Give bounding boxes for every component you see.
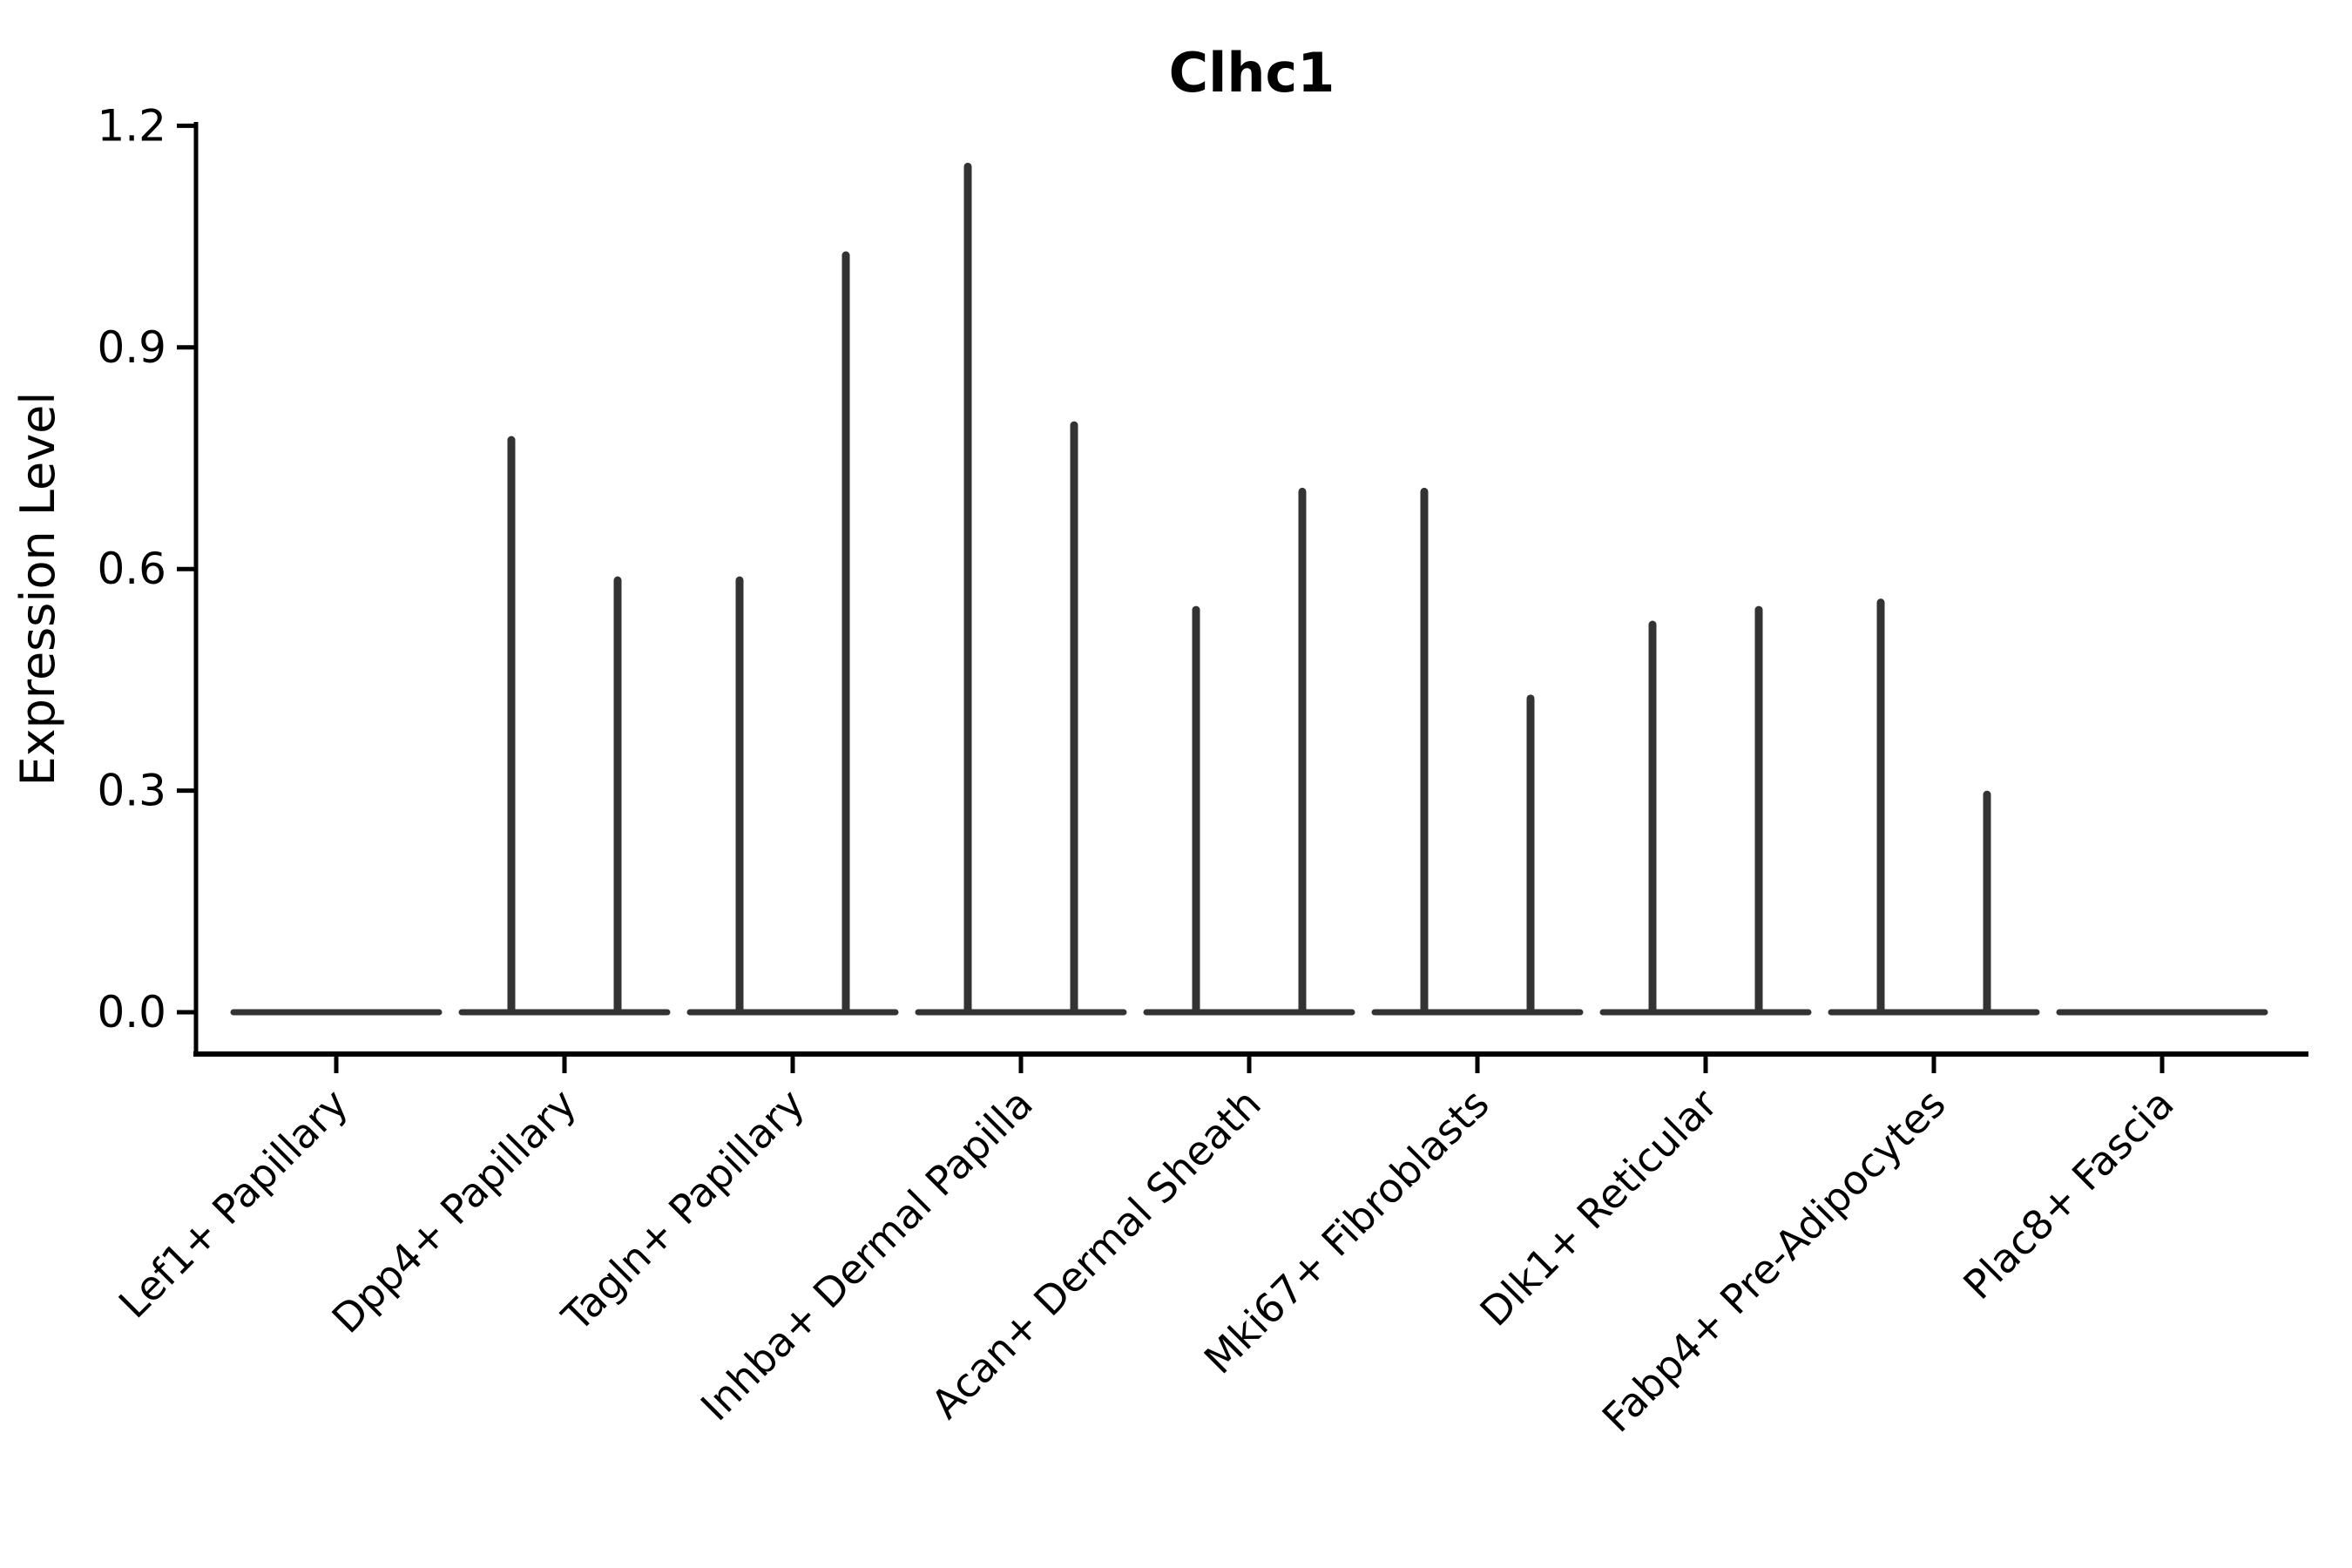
x-tick-label: Plac8+ Fascia: [1954, 1080, 2182, 1308]
y-tick-label: 1.2: [97, 100, 166, 151]
x-tick-label: Dpp4+ Papillary: [323, 1080, 585, 1342]
y-tick-label: 0.6: [97, 544, 166, 594]
y-axis-label: Expression Level: [10, 392, 65, 787]
x-tick-label: Lef1+ Papillary: [110, 1080, 357, 1328]
y-tick-label: 0.3: [97, 766, 166, 816]
chart-title: Clhc1: [1169, 41, 1335, 105]
y-tick-label: 0.0: [97, 987, 166, 1037]
y-axis-ticks: 0.0 0.3 0.6 0.9 1.2: [97, 100, 196, 1037]
violins: [230, 162, 2268, 1016]
y-tick-label: 0.9: [97, 322, 166, 373]
x-tick-label: Tagln+ Papillary: [552, 1080, 814, 1342]
x-tick-label: Dlk1+ Reticular: [1471, 1080, 1727, 1335]
